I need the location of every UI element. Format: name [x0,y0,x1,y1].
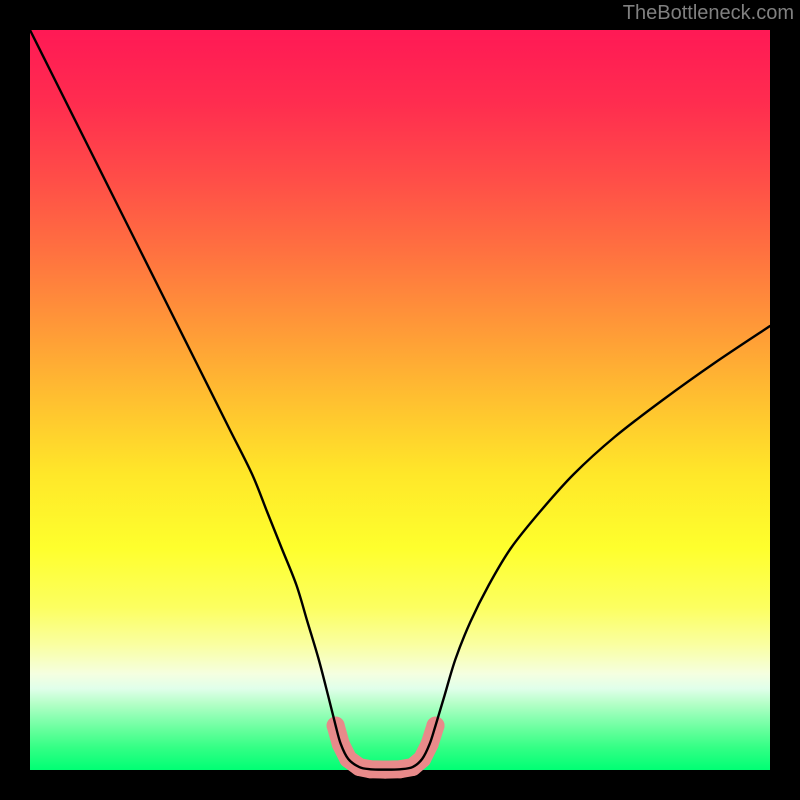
chart-frame: TheBottleneck.com [0,0,800,800]
bottleneck-curve-chart [0,0,800,800]
plot-background [30,30,770,770]
watermark-label: TheBottleneck.com [617,0,800,29]
